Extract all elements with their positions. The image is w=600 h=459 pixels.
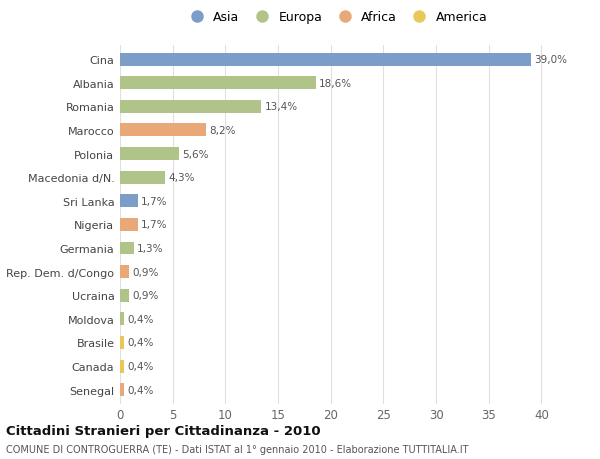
Text: Cittadini Stranieri per Cittadinanza - 2010: Cittadini Stranieri per Cittadinanza - 2… (6, 425, 320, 437)
Bar (120, 171, 166, 184)
Text: 0,4%: 0,4% (127, 385, 154, 395)
Bar (120, 360, 124, 373)
Bar (120, 383, 124, 396)
Bar (120, 289, 130, 302)
Text: 1,3%: 1,3% (137, 243, 163, 253)
Bar (120, 54, 531, 67)
Text: 8,2%: 8,2% (209, 126, 236, 136)
Bar (120, 242, 134, 255)
Bar (120, 195, 138, 208)
Bar (120, 336, 124, 349)
Text: 0,9%: 0,9% (133, 267, 159, 277)
Bar (120, 77, 316, 90)
Text: 4,3%: 4,3% (169, 173, 195, 183)
Text: 0,4%: 0,4% (127, 361, 154, 371)
Text: 0,9%: 0,9% (133, 291, 159, 301)
Bar (120, 266, 130, 279)
Legend: Asia, Europa, Africa, America: Asia, Europa, Africa, America (179, 6, 493, 29)
Text: 0,4%: 0,4% (127, 314, 154, 324)
Bar (120, 313, 124, 325)
Text: 1,7%: 1,7% (141, 220, 167, 230)
Text: 18,6%: 18,6% (319, 78, 352, 89)
Text: 1,7%: 1,7% (141, 196, 167, 207)
Bar (120, 218, 138, 231)
Bar (120, 101, 261, 114)
Text: 13,4%: 13,4% (265, 102, 298, 112)
Text: 39,0%: 39,0% (534, 55, 567, 65)
Bar (120, 148, 179, 161)
Text: 5,6%: 5,6% (182, 149, 209, 159)
Text: COMUNE DI CONTROGUERRA (TE) - Dati ISTAT al 1° gennaio 2010 - Elaborazione TUTTI: COMUNE DI CONTROGUERRA (TE) - Dati ISTAT… (6, 444, 469, 454)
Text: 0,4%: 0,4% (127, 338, 154, 347)
Bar (120, 124, 206, 137)
